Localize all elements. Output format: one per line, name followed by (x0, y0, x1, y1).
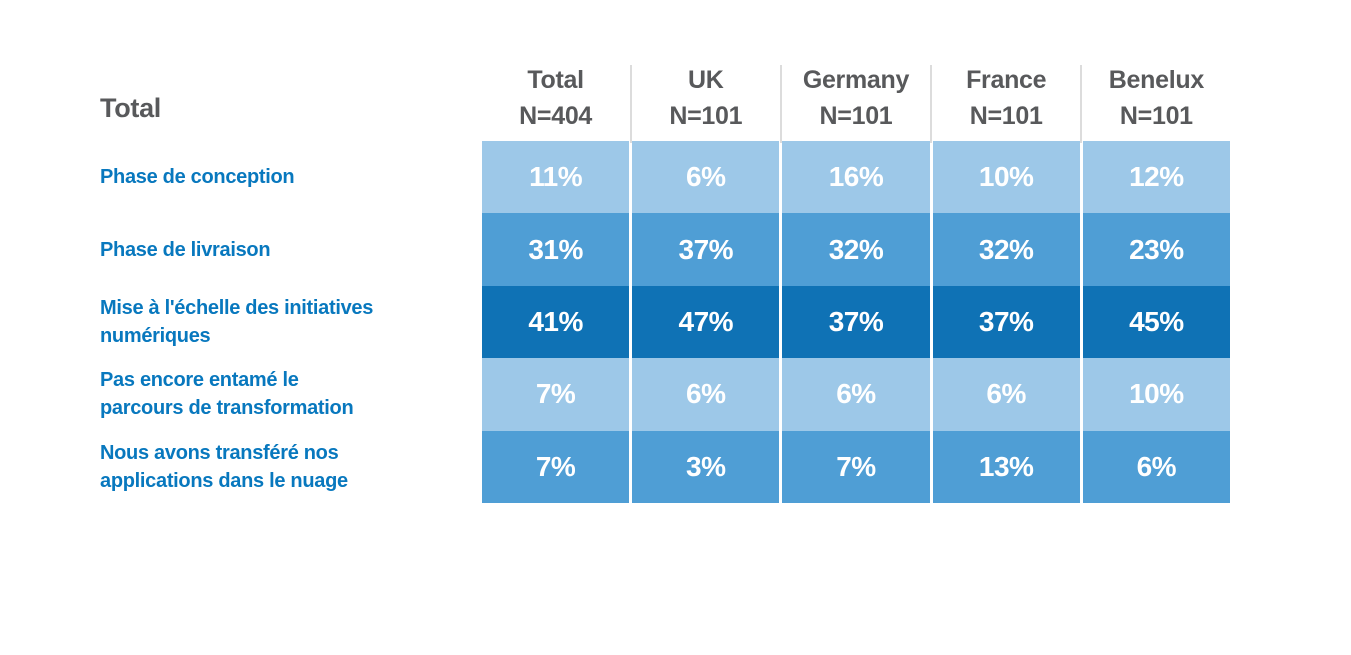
row-labels-column: Phase de conception Phase de livraison M… (100, 141, 472, 503)
value-cell: 32% (782, 213, 930, 286)
column-header-germany: Germany N=101 (782, 55, 930, 141)
row-label-text: Phase de conception (100, 163, 295, 191)
header-divider (930, 65, 933, 143)
column-sample-size: N=101 (819, 102, 893, 130)
row-label-line: numériques (100, 324, 211, 347)
table-row: 11% 6% 16% 10% 12% (482, 141, 1230, 214)
value-cell: 12% (1082, 141, 1230, 214)
column-name: Total (527, 66, 584, 94)
row-label-text: Pas encore entamé le parcours de transfo… (100, 366, 354, 422)
column-sample-size: N=101 (969, 102, 1043, 130)
row-label-line: Phase de conception (100, 166, 295, 189)
column-header-uk: UK N=101 (632, 55, 780, 141)
value-cell: 7% (482, 358, 630, 431)
row-label-line: Phase de livraison (100, 238, 271, 261)
value-cell: 11% (482, 141, 630, 214)
row-label-line: Mise à l'échelle des initiatives (100, 296, 374, 319)
column-header-france: France N=101 (932, 55, 1080, 141)
header-divider (629, 65, 632, 143)
table-row: 7% 3% 7% 13% 6% (482, 430, 1230, 503)
row-label-text: Mise à l'échelle des initiatives numériq… (100, 294, 373, 350)
header-divider (1080, 65, 1083, 143)
table-row: 31% 37% 32% 32% 23% (482, 213, 1230, 286)
row-label-text: Nous avons transféré nos applications da… (100, 439, 348, 495)
row-label-line: applications dans le nuage (100, 469, 348, 492)
row-label-line: Pas encore entamé le (100, 369, 299, 392)
value-cell: 10% (932, 141, 1080, 214)
column-name: Benelux (1108, 66, 1204, 94)
value-cell: 7% (782, 430, 930, 503)
value-cell: 13% (932, 430, 1080, 503)
column-name: Germany (802, 66, 910, 94)
column-name: UK (688, 66, 724, 94)
table-row: 41% 47% 37% 37% 45% (482, 285, 1230, 359)
value-cell: 6% (632, 141, 780, 214)
value-cell: 37% (632, 213, 780, 286)
column-header-benelux: Benelux N=101 (1082, 55, 1230, 141)
value-cell: 3% (632, 430, 780, 503)
value-cell: 32% (932, 213, 1080, 286)
value-cell: 31% (482, 213, 630, 286)
row-label-line: Nous avons transféré nos (100, 441, 339, 464)
row-label-phase-conception: Phase de conception (100, 141, 472, 213)
value-cell: 6% (1082, 430, 1230, 503)
column-header-row: Total N=404 UK N=101 Germany N=101 Franc… (482, 55, 1230, 141)
value-cell: 45% (1082, 285, 1230, 359)
value-cell: 37% (932, 285, 1080, 359)
value-cell: 47% (632, 285, 780, 359)
value-cell: 6% (932, 358, 1080, 431)
value-cell: 7% (482, 430, 630, 503)
row-label-phase-livraison: Phase de livraison (100, 213, 472, 285)
value-cell: 41% (482, 285, 630, 359)
value-cell: 16% (782, 141, 930, 214)
column-sample-size: N=101 (1119, 102, 1193, 130)
column-sample-size: N=404 (519, 102, 593, 130)
header-divider (779, 65, 782, 143)
value-cell: 23% (1082, 213, 1230, 286)
value-cell: 37% (782, 285, 930, 359)
row-label-mise-a-echelle: Mise à l'échelle des initiatives numériq… (100, 286, 472, 358)
column-sample-size: N=101 (669, 102, 743, 130)
heatmap-table: Total N=404 UK N=101 Germany N=101 Franc… (482, 55, 1230, 503)
value-cell: 6% (782, 358, 930, 431)
value-cell: 6% (632, 358, 780, 431)
row-label-pas-encore-entame: Pas encore entamé le parcours de transfo… (100, 358, 472, 430)
value-cell: 10% (1082, 358, 1230, 431)
page-title: Total (100, 93, 161, 123)
row-label-line: parcours de transformation (100, 397, 354, 420)
column-header-total: Total N=404 (482, 55, 630, 141)
column-name: France (966, 66, 1047, 94)
table-row: 7% 6% 6% 6% 10% (482, 358, 1230, 431)
row-label-text: Phase de livraison (100, 236, 271, 264)
row-label-transfere-nuage: Nous avons transféré nos applications da… (100, 431, 472, 503)
